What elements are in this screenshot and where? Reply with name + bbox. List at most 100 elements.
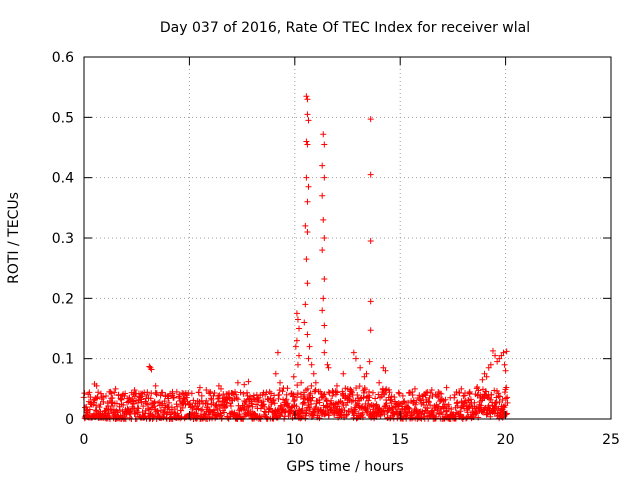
- data-point: [487, 396, 494, 403]
- data-point: [108, 403, 115, 410]
- data-point: [310, 370, 317, 377]
- data-point: [454, 402, 461, 409]
- data-point: [319, 247, 326, 254]
- x-axis-label: GPS time / hours: [286, 459, 403, 475]
- y-tick-label: 0: [65, 412, 74, 428]
- data-point: [216, 405, 223, 412]
- data-point: [271, 400, 278, 407]
- data-point: [296, 325, 303, 332]
- data-point: [304, 228, 311, 235]
- data-point: [399, 392, 406, 399]
- data-point: [198, 392, 205, 399]
- data-point: [137, 390, 144, 397]
- data-point: [183, 394, 190, 401]
- data-point: [443, 384, 450, 391]
- data-point: [240, 390, 247, 397]
- data-point: [305, 355, 312, 362]
- data-point: [302, 222, 309, 229]
- data-point: [319, 307, 326, 314]
- data-point: [413, 406, 420, 413]
- grid-lines: [84, 57, 611, 419]
- data-point: [179, 404, 186, 411]
- y-tick-label: 0.6: [52, 50, 74, 66]
- data-point: [134, 399, 141, 406]
- data-point: [116, 406, 123, 413]
- data-point: [319, 162, 326, 169]
- data-point: [244, 409, 251, 416]
- data-point: [458, 385, 465, 392]
- x-tick-label: 5: [185, 432, 194, 448]
- data-point: [316, 415, 323, 422]
- data-point: [328, 397, 335, 404]
- data-point: [502, 367, 509, 374]
- data-point: [367, 238, 374, 245]
- data-point: [428, 387, 435, 394]
- data-point: [199, 406, 206, 413]
- x-tick-label: 20: [497, 432, 515, 448]
- data-point: [363, 370, 370, 377]
- axis-ticks: 0 0.1 0.2 0.3 0.4 0.5 0.6 0 5 10 15 20 25: [52, 50, 620, 448]
- data-point: [381, 390, 388, 397]
- data-point: [304, 96, 311, 103]
- data-point: [188, 390, 195, 397]
- data-point: [435, 394, 442, 401]
- data-point: [293, 310, 300, 317]
- data-point: [223, 399, 230, 406]
- data-point: [502, 395, 509, 402]
- data-point: [263, 389, 270, 396]
- data-point: [425, 399, 432, 406]
- data-point: [93, 395, 100, 402]
- data-point: [451, 394, 458, 401]
- data-point: [308, 382, 315, 389]
- data-point: [409, 392, 416, 399]
- data-point: [481, 406, 488, 413]
- data-point: [305, 117, 312, 124]
- data-point: [233, 391, 240, 398]
- data-point: [319, 192, 326, 199]
- data-points: [80, 93, 511, 422]
- data-point: [503, 411, 510, 418]
- data-point: [302, 301, 309, 308]
- y-axis-label: ROTI / TECUs: [6, 192, 22, 284]
- data-point: [303, 174, 310, 181]
- chart-title: Day 037 of 2016, Rate Of TEC Index for r…: [160, 20, 530, 36]
- data-point: [380, 364, 387, 371]
- data-point: [441, 404, 448, 411]
- data-point: [341, 407, 348, 414]
- data-point: [321, 349, 328, 356]
- data-point: [474, 384, 481, 391]
- data-point: [288, 404, 295, 411]
- data-point: [241, 381, 248, 388]
- data-point: [232, 388, 239, 395]
- data-point: [251, 396, 258, 403]
- data-point: [427, 389, 434, 396]
- data-point: [247, 393, 254, 400]
- y-tick-label: 0.2: [52, 291, 74, 307]
- data-point: [304, 111, 311, 118]
- data-point: [471, 399, 478, 406]
- data-point: [321, 391, 328, 398]
- data-point: [208, 396, 215, 403]
- data-point: [299, 405, 306, 412]
- data-point: [231, 409, 238, 416]
- y-tick-label: 0.3: [52, 231, 74, 247]
- data-point: [234, 396, 241, 403]
- data-point: [95, 389, 102, 396]
- data-point: [475, 387, 482, 394]
- data-point: [117, 395, 124, 402]
- data-point: [113, 400, 120, 407]
- x-tick-label: 25: [602, 432, 620, 448]
- data-point: [240, 406, 247, 413]
- data-point: [433, 392, 440, 399]
- data-point: [367, 327, 374, 334]
- data-point: [356, 383, 363, 390]
- data-point: [361, 373, 368, 380]
- data-point: [321, 322, 328, 329]
- data-point: [270, 396, 277, 403]
- data-point: [305, 410, 312, 417]
- data-point: [139, 409, 146, 416]
- data-point: [170, 394, 177, 401]
- data-point: [210, 410, 217, 417]
- data-point: [152, 382, 159, 389]
